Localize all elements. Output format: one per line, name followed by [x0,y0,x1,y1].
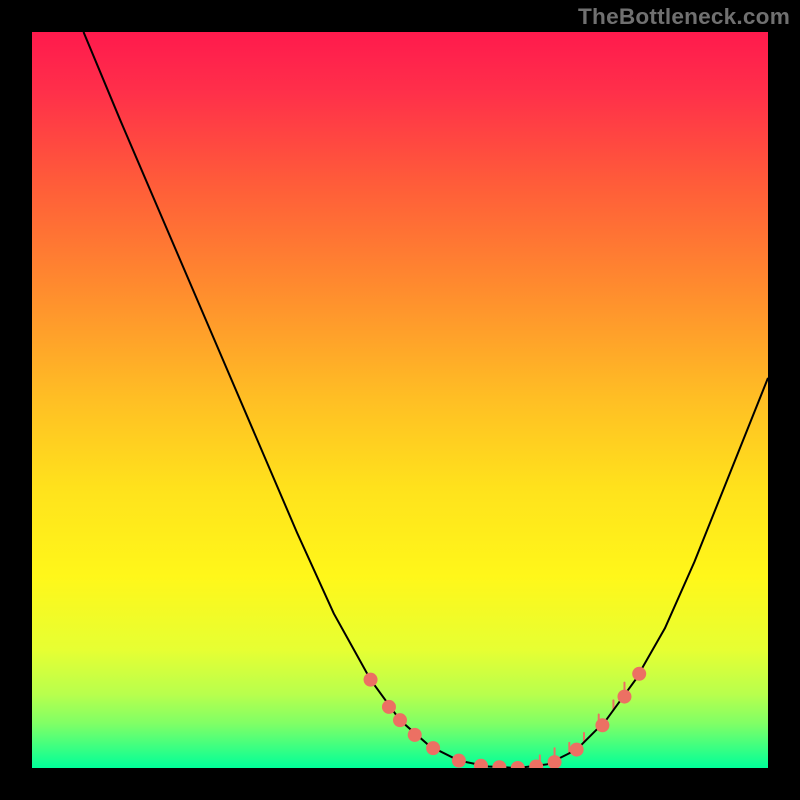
chart-stage: TheBottleneck.com [0,0,800,800]
highlight-dot [452,754,466,768]
watermark-text: TheBottleneck.com [578,4,790,30]
highlight-dot [393,713,407,727]
highlight-dot [595,718,609,732]
plot-area [32,32,768,768]
highlight-dot [364,673,378,687]
highlight-dot [617,690,631,704]
highlight-dot [426,741,440,755]
highlight-dot [382,700,396,714]
chart-svg [32,32,768,768]
highlight-dot [570,743,584,757]
gradient-background [32,32,768,768]
highlight-dot [632,667,646,681]
highlight-dot [408,728,422,742]
